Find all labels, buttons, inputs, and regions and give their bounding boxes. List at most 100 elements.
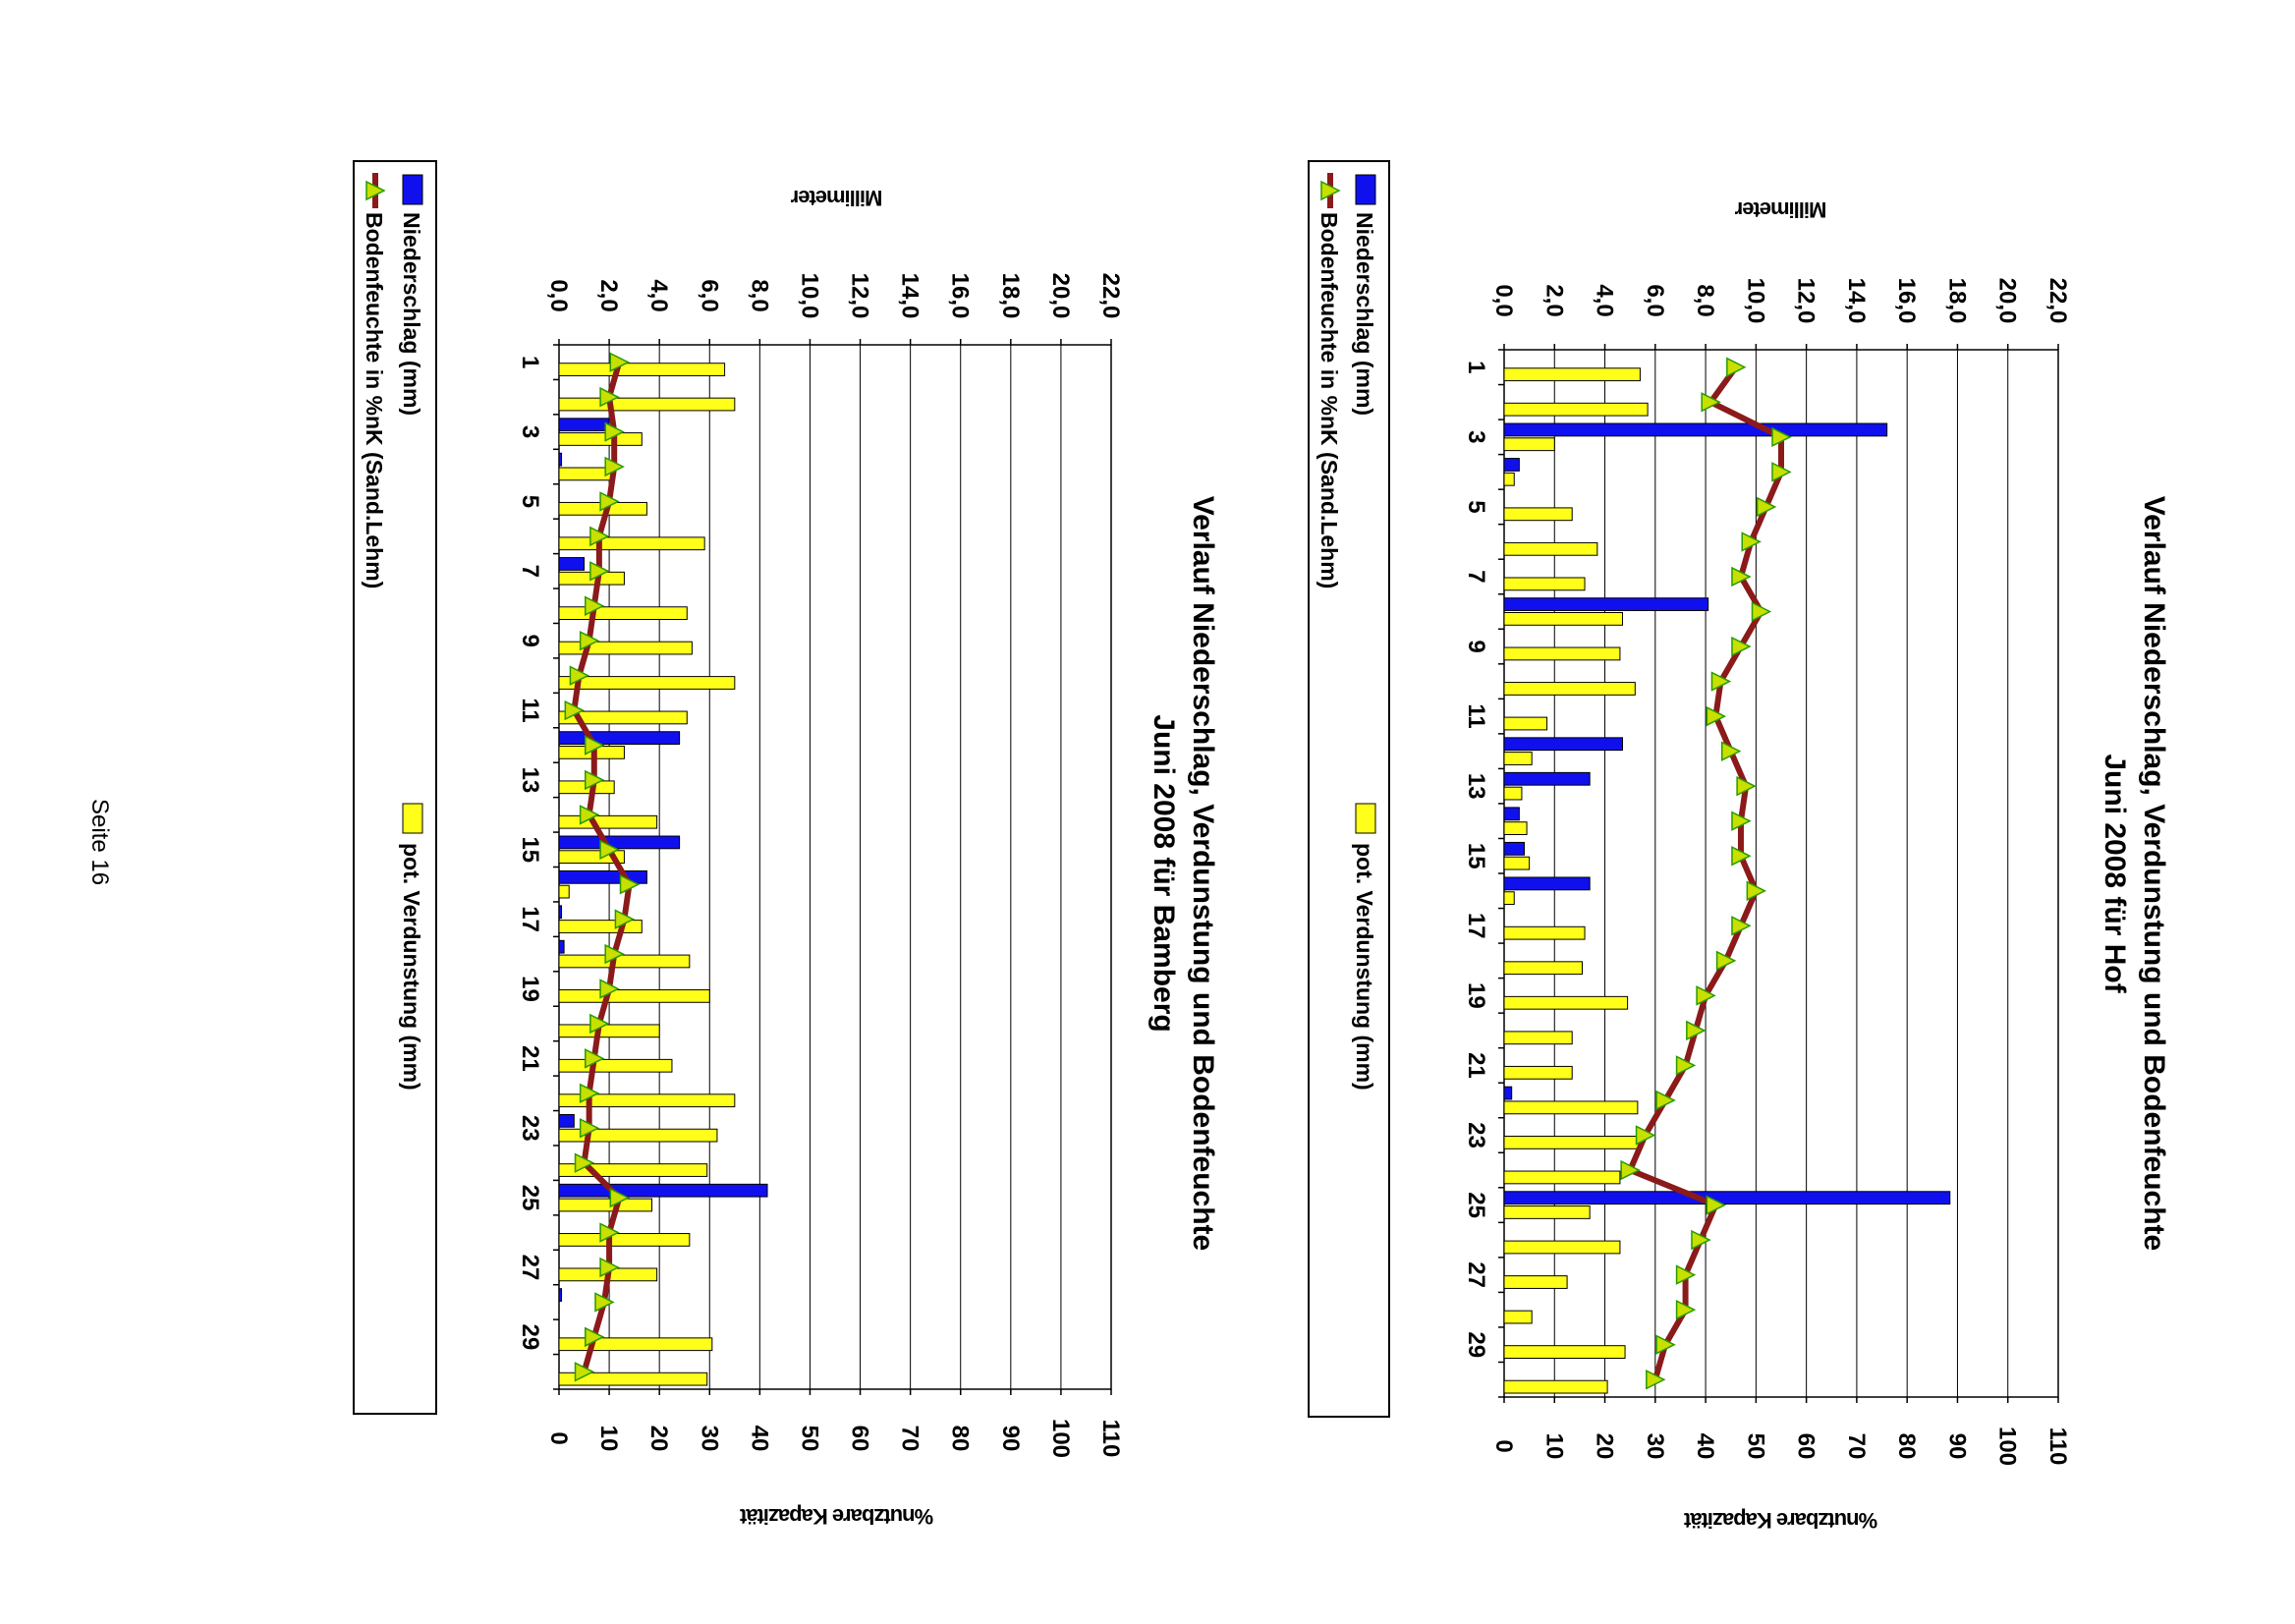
secondary-tick-label: 80 [1893, 1433, 1920, 1460]
category-label: 21 [517, 1045, 543, 1072]
bar-verdunstung [1503, 507, 1573, 522]
bar-verdunstung [558, 989, 710, 1003]
category-label: 29 [517, 1323, 543, 1350]
primary-tick-label: 10,0 [796, 273, 822, 319]
category-label: 1 [1463, 361, 1489, 373]
plot-area [558, 344, 1112, 1390]
legend-label-bodenfeuchte: Bodenfeuchte in %nK (Sand.Lehm) [362, 212, 387, 588]
legend-swatch-verdunstung [402, 803, 423, 834]
category-label: 15 [517, 836, 543, 863]
marker-bodenfeuchte [599, 979, 620, 999]
primary-tick-label: 10,0 [1742, 278, 1768, 324]
bar-verdunstung [1503, 891, 1515, 906]
chart-title-line1: Verlauf Niederschlag, Verdunstung und Bo… [1187, 496, 1219, 1251]
primary-axis-title: Millimeter [790, 186, 882, 210]
primary-tick-label: 20,0 [1047, 273, 1074, 319]
marker-bodenfeuchte [1751, 601, 1772, 622]
marker-bodenfeuchte [1710, 671, 1732, 692]
bar-verdunstung [558, 536, 705, 551]
bar-verdunstung [1503, 577, 1586, 591]
marker-bodenfeuchte [1731, 846, 1752, 867]
primary-tick-label: 0,0 [1490, 284, 1517, 316]
marker-bodenfeuchte [574, 1362, 595, 1382]
secondary-tick-label: 110 [1097, 1420, 1124, 1458]
bar-niederschlag [558, 418, 610, 432]
marker-bodenfeuchte [589, 561, 610, 582]
category-label: 25 [517, 1185, 543, 1211]
legend-label-niederschlag: Niederschlag (mm) [1352, 212, 1377, 416]
secondary-axis-title: %nutzbare Kapazität [1683, 1508, 1877, 1533]
marker-bodenfeuchte [619, 874, 641, 895]
bar-niederschlag [558, 1288, 563, 1302]
bar-verdunstung [1503, 961, 1583, 976]
secondary-tick-label: 20 [1592, 1433, 1618, 1460]
marker-bodenfeuchte [585, 735, 605, 756]
bar-niederschlag [1503, 771, 1591, 786]
secondary-tick-label: 20 [645, 1426, 672, 1452]
bar-verdunstung [558, 1198, 653, 1212]
marker-bodenfeuchte [604, 456, 625, 477]
legend-box [1308, 160, 1390, 1418]
primary-tick-label: 6,0 [696, 279, 722, 311]
category-label: 19 [517, 976, 543, 1002]
legend-label-verdunstung: pot. Verdunstung (mm) [1352, 843, 1377, 1091]
marker-bodenfeuchte [599, 839, 620, 860]
bar-verdunstung [558, 1058, 673, 1073]
bar-verdunstung [558, 432, 643, 446]
category-label: 5 [1463, 500, 1489, 513]
plot-area [1503, 349, 2059, 1398]
category-label: 29 [1463, 1331, 1489, 1358]
marker-bodenfeuchte [1756, 496, 1777, 518]
marker-bodenfeuchte [594, 1292, 615, 1313]
marker-bodenfeuchte [1741, 532, 1762, 552]
secondary-tick-label: 100 [1047, 1419, 1074, 1458]
category-label: 27 [1463, 1261, 1489, 1288]
bar-niederschlag [1503, 807, 1520, 821]
secondary-tick-label: 0 [545, 1431, 572, 1444]
category-label: 19 [1463, 982, 1489, 1009]
bar-niederschlag [558, 835, 681, 850]
marker-bodenfeuchte [579, 805, 600, 825]
category-label: 7 [1463, 570, 1489, 583]
secondary-tick-label: 10 [595, 1426, 622, 1452]
primary-tick-label: 0,0 [545, 279, 572, 311]
primary-tick-label: 16,0 [1893, 278, 1920, 324]
marker-bodenfeuchte [589, 1013, 610, 1035]
marker-bodenfeuchte [1731, 811, 1752, 831]
bar-verdunstung [1503, 821, 1528, 835]
primary-tick-label: 14,0 [897, 273, 924, 319]
bar-verdunstung [1503, 612, 1623, 626]
marker-bodenfeuchte [579, 1118, 600, 1139]
bar-niederschlag [558, 1183, 768, 1198]
primary-tick-label: 4,0 [645, 279, 672, 311]
marker-bodenfeuchte [1620, 1159, 1641, 1181]
bar-verdunstung [558, 467, 613, 481]
primary-tick-label: 14,0 [1843, 278, 1870, 324]
marker-bodenfeuchte [599, 386, 620, 408]
bar-verdunstung [1503, 1310, 1533, 1324]
bar-verdunstung [1503, 1205, 1591, 1219]
legend-label-bodenfeuchte: Bodenfeuchte in %nK (Sand.Lehm) [1316, 212, 1342, 588]
marker-bodenfeuchte [1646, 1370, 1666, 1390]
legend-swatch-verdunstung [1355, 803, 1376, 834]
category-label: 7 [517, 565, 543, 578]
legend-swatch-niederschlag [402, 174, 423, 205]
bar-verdunstung [1503, 1136, 1641, 1149]
marker-bodenfeuchte [1720, 741, 1742, 761]
category-label: 17 [1463, 913, 1489, 939]
category-label: 9 [1463, 640, 1489, 652]
secondary-tick-label: 0 [1490, 1439, 1517, 1452]
bar-niederschlag [1503, 841, 1526, 856]
category-label: 23 [517, 1115, 543, 1142]
primary-tick-label: 4,0 [1592, 284, 1618, 316]
legend-swatch-niederschlag [1355, 174, 1376, 205]
bar-verdunstung [1503, 402, 1649, 417]
chart-title-line2: Juni 2008 für Hof [2099, 754, 2131, 993]
secondary-tick-label: 60 [847, 1426, 873, 1452]
bar-verdunstung [1503, 856, 1531, 870]
category-label: 13 [517, 767, 543, 794]
bar-verdunstung [1503, 1065, 1573, 1080]
category-label: 1 [517, 356, 543, 368]
bar-verdunstung [558, 1093, 736, 1108]
bar-verdunstung [558, 363, 726, 376]
